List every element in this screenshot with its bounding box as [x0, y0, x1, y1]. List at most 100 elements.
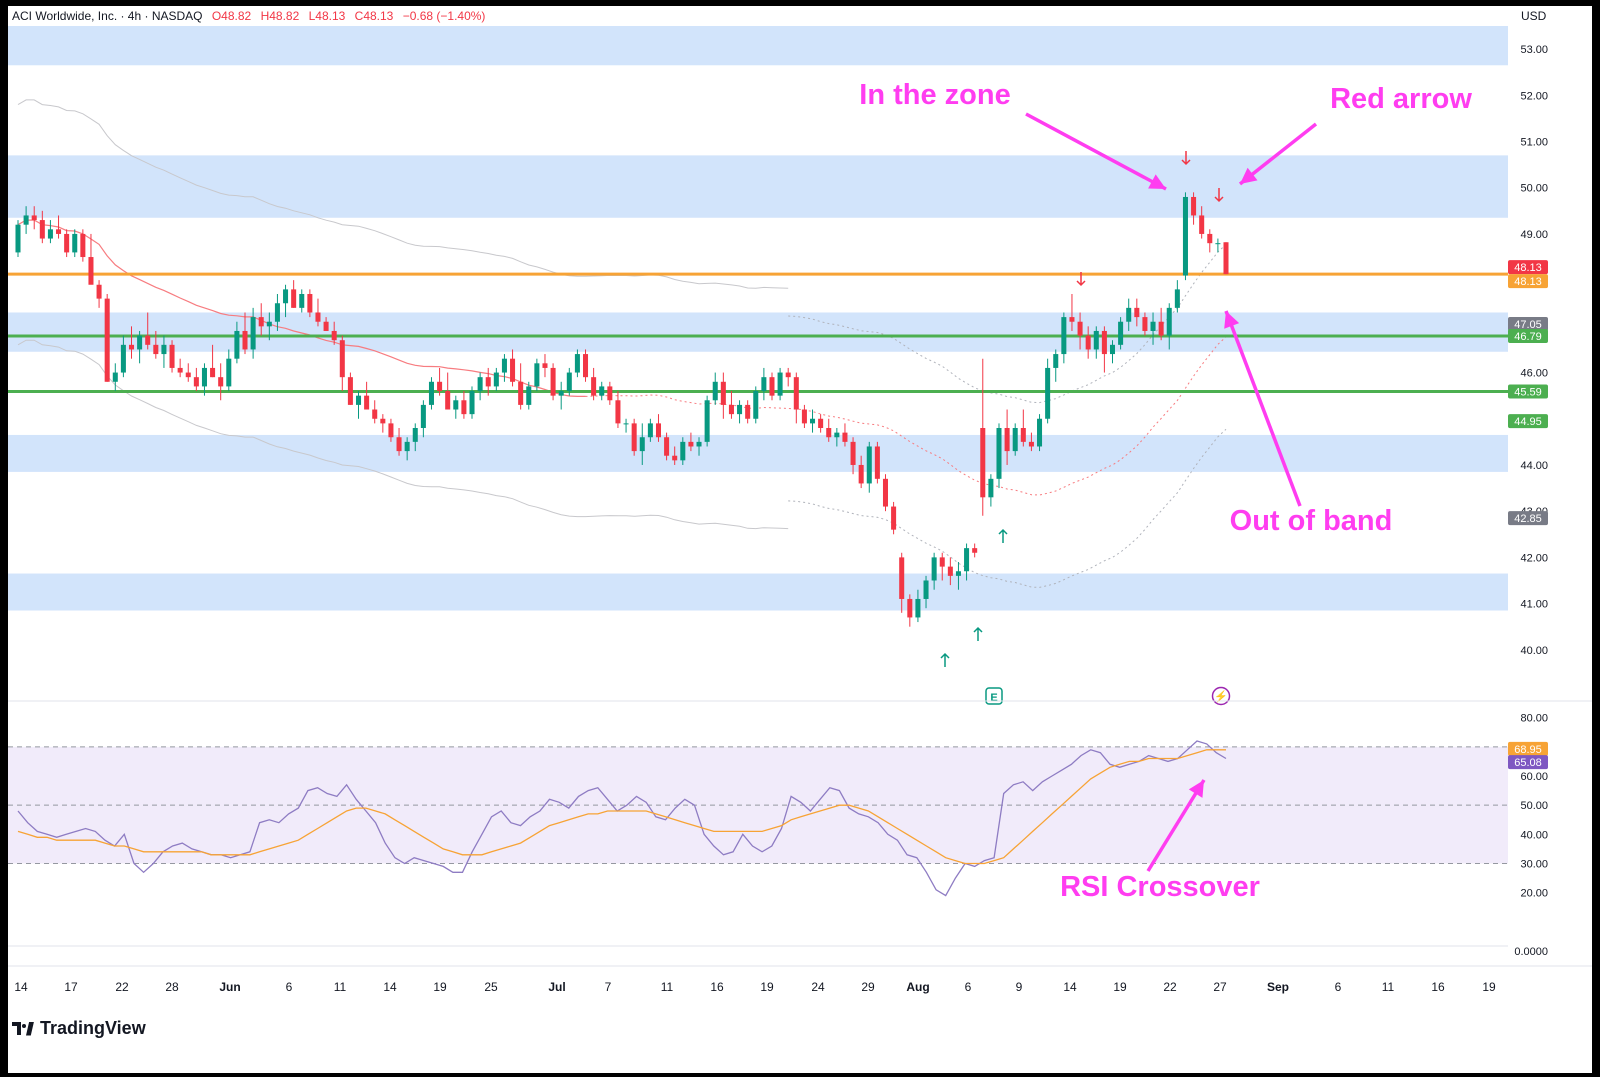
moving-average-line [17, 219, 586, 397]
price-tick-label: 40.00 [1520, 645, 1548, 657]
rsi-tick-label: 80.00 [1520, 713, 1548, 725]
price-tick-label: 41.00 [1520, 599, 1548, 611]
chart-frame: E⚡ 53.0052.0051.0050.0049.0048.0046.0044… [8, 6, 1592, 1073]
sell-arrow-icon [1181, 151, 1191, 166]
candle-body [88, 257, 94, 285]
time-tick-label: 28 [165, 980, 179, 994]
candle-body [307, 294, 313, 313]
candle-body [1223, 242, 1229, 275]
buy-arrow-icon [973, 626, 983, 641]
chart-canvas[interactable]: E⚡ 53.0052.0051.0050.0049.0048.0046.0044… [8, 6, 1592, 1006]
dividend-event-icon: ⚡ [1211, 686, 1231, 706]
candle-up [915, 589, 921, 623]
candle-body [380, 418, 386, 424]
time-tick-label: 25 [484, 980, 498, 994]
candle-down [607, 381, 613, 405]
candle-body [1118, 321, 1124, 345]
candle-body [210, 367, 216, 378]
candle-down [1134, 298, 1140, 327]
candle-up [834, 428, 840, 447]
annotation-arrow-head [1240, 167, 1258, 184]
candle-body [1077, 321, 1083, 336]
candle-up [299, 289, 305, 313]
candle-up [501, 354, 507, 382]
candle-body [850, 441, 856, 465]
annotation-arrow-head [1188, 780, 1204, 798]
candle-down [445, 372, 451, 410]
rsi-tick-label: 0.0000 [1514, 946, 1548, 958]
candle-body [493, 372, 499, 387]
candle-body [647, 423, 653, 438]
candle-down [1199, 206, 1205, 239]
price-label-text: 44.95 [1514, 416, 1542, 428]
candle-up [566, 367, 572, 396]
candle-body [923, 580, 929, 599]
candle-body [753, 391, 759, 419]
time-tick-label: 14 [383, 980, 397, 994]
candle-up [477, 372, 483, 401]
candle-body [696, 441, 702, 447]
candle-body [745, 404, 751, 419]
candle-body [1045, 367, 1051, 419]
arrow-shape [1076, 272, 1086, 287]
annotation-callout: Out of band [1224, 310, 1392, 537]
candle-up [234, 321, 240, 364]
currency-label[interactable]: USD [1521, 9, 1547, 23]
candle-up [428, 377, 434, 410]
candle-down [850, 437, 856, 475]
candle-up [680, 437, 686, 465]
zones-layer [8, 26, 1508, 611]
candle-body [574, 354, 580, 373]
candle-down [396, 428, 402, 456]
price-tick-label: 51.00 [1520, 137, 1548, 149]
candle-body [64, 233, 70, 253]
candle-up [283, 284, 289, 318]
candle-down [364, 381, 370, 410]
candle-body [420, 404, 426, 428]
price-label-text: 48.13 [1514, 276, 1542, 288]
time-tick-label: 22 [115, 980, 129, 994]
candle-body [639, 437, 645, 452]
candle-body [728, 404, 734, 415]
candle-up [639, 423, 645, 465]
candle-down [169, 340, 175, 373]
symbol-header[interactable]: ACI Worldwide, Inc. · 4h · NASDAQ O48.82… [12, 9, 491, 23]
tradingview-logo[interactable]: TradingView [12, 1018, 146, 1039]
candle-body [347, 377, 353, 405]
candle-up [599, 381, 605, 401]
lightning-icon: ⚡ [1214, 690, 1228, 703]
candle-body [47, 229, 53, 239]
candle-down [672, 446, 678, 465]
price-label-bg [1508, 329, 1548, 344]
brand-name: TradingView [40, 1018, 146, 1038]
annotation-text: Red arrow [1330, 83, 1472, 115]
candle-body [1012, 428, 1018, 452]
candle-up [420, 400, 426, 438]
candle-body [1215, 243, 1221, 245]
candle-body [761, 377, 767, 392]
candle-down [1028, 432, 1034, 452]
candle-up [1126, 298, 1132, 331]
sell-arrow-icon [1076, 272, 1086, 287]
candle-body [583, 354, 589, 378]
candle-down [518, 363, 524, 410]
candle-down [550, 363, 556, 401]
candle-up [469, 386, 475, 419]
candle-up [404, 437, 410, 461]
candle-body [858, 464, 864, 484]
candle-up [712, 372, 718, 405]
candle-down [1191, 192, 1197, 225]
candle-body [96, 284, 102, 299]
candle-body [453, 400, 459, 410]
rsi-tick-label: 40.00 [1520, 829, 1548, 841]
candle-body [882, 478, 889, 507]
ohlc-high: H48.82 [260, 9, 300, 23]
price-tick-label: 50.00 [1520, 183, 1548, 195]
symbol-name[interactable]: ACI Worldwide, Inc. · 4h · NASDAQ [12, 9, 203, 23]
candle-up [964, 543, 970, 581]
time-tick-label: 24 [811, 980, 825, 994]
price-tick-label: 46.00 [1520, 368, 1548, 380]
candle-body [234, 330, 240, 359]
candle-down [907, 594, 913, 627]
price-label-box: 44.95 [1508, 414, 1548, 429]
